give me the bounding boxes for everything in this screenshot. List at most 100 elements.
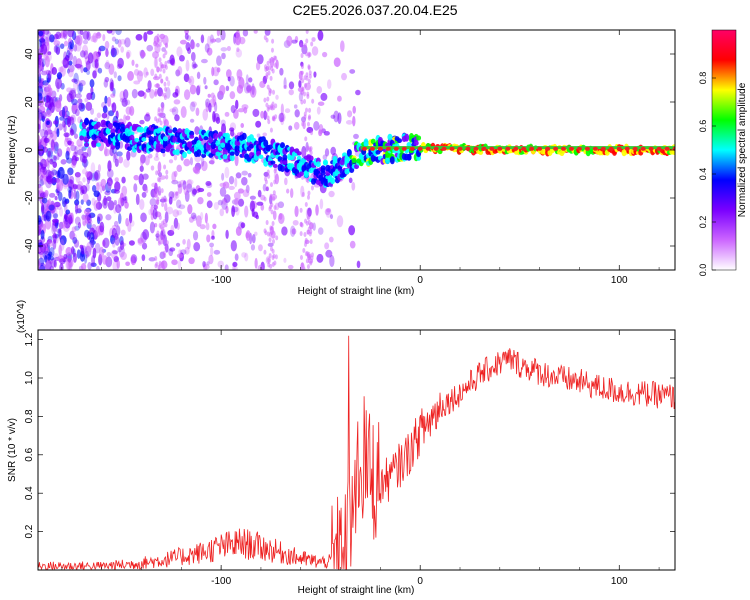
snr-series-line xyxy=(38,335,675,570)
spectrogram-cell xyxy=(196,85,201,96)
spectrogram-cell xyxy=(269,263,273,269)
spectrogram-cell xyxy=(96,142,102,147)
spectrogram-cell xyxy=(220,47,228,52)
spectrogram-cell xyxy=(57,148,63,158)
spectrogram-cell xyxy=(114,38,119,45)
spectrogram-cell xyxy=(189,101,196,112)
spectrogram-cell xyxy=(111,45,115,57)
spectrogram-cell xyxy=(161,47,166,52)
spectrogram-cell xyxy=(50,147,56,152)
spectrogram-cell xyxy=(50,257,56,268)
spectrogram-cell xyxy=(221,172,225,181)
spectrogram-cell xyxy=(206,234,211,243)
spectrogram-cell xyxy=(54,195,58,201)
spectrogram-cell xyxy=(38,70,41,77)
spectrogram-cell xyxy=(68,60,73,66)
spectrogram-cell xyxy=(61,106,66,118)
spectrogram-cell xyxy=(117,57,124,69)
spectrogram-cell xyxy=(178,249,182,255)
spectrogram-cell xyxy=(104,190,111,196)
spectrogram-cell xyxy=(303,82,307,88)
spectrogram-cell xyxy=(141,254,146,262)
spectrogram-cell xyxy=(139,165,144,173)
spectrogram-cell xyxy=(175,191,179,196)
spectrogram-cell xyxy=(545,146,551,151)
spectrogram-cell xyxy=(233,266,238,270)
chart-title: C2E5.2026.037.20.04.E25 xyxy=(292,2,458,18)
spectrogram-cell xyxy=(329,214,334,220)
spectrogram-cell xyxy=(251,234,256,244)
spectrogram-cell xyxy=(272,190,276,196)
spectrogram-cell xyxy=(242,30,249,37)
spectrogram-cell xyxy=(83,229,90,238)
spectrogram-cell xyxy=(39,265,46,270)
spectrogram-cell xyxy=(204,85,208,90)
spectrogram-cell xyxy=(39,262,46,270)
spectrogram-cell xyxy=(308,107,312,113)
spectrogram-cell xyxy=(229,91,236,100)
spectrogram-cell xyxy=(208,160,215,165)
spectrogram-cell xyxy=(308,253,312,259)
spectrogram-cell xyxy=(45,210,52,222)
spectrogram-cell xyxy=(47,51,52,56)
spectrogram-cell xyxy=(69,129,75,136)
spectrogram-cell xyxy=(86,92,93,100)
spectrogram-cell xyxy=(242,189,250,198)
spectrogram-cell xyxy=(97,213,103,222)
spectrogram-cell xyxy=(163,252,167,258)
bottom-xtick-label: 0 xyxy=(417,576,423,587)
spectrogram-cell xyxy=(38,58,43,70)
spectrogram-cell xyxy=(156,33,160,39)
spectrogram-cell xyxy=(299,171,305,177)
spectrogram-cell xyxy=(70,144,76,152)
spectrogram-cell xyxy=(159,66,163,72)
spectrogram-cell xyxy=(147,80,152,91)
spectrogram-cell xyxy=(406,153,412,161)
spectrogram-cell xyxy=(256,54,264,65)
spectrogram-cell xyxy=(175,88,179,96)
spectrogram-cell xyxy=(74,133,79,139)
spectrogram-cell xyxy=(106,96,112,107)
spectrogram-cell xyxy=(41,70,48,76)
spectrogram-cell xyxy=(177,66,183,76)
spectrogram-cell xyxy=(167,229,175,237)
spectrogram-cell xyxy=(78,102,83,111)
spectrogram-cell xyxy=(135,33,143,41)
spectrogram-cell xyxy=(212,223,217,230)
spectrogram-cell xyxy=(66,258,72,270)
spectrogram-cell xyxy=(110,93,116,98)
spectrogram-cell xyxy=(225,205,229,214)
spectrogram-cell xyxy=(44,55,50,68)
spectrogram-cell xyxy=(107,200,115,211)
spectrogram-cell xyxy=(537,146,543,151)
spectrogram-cell xyxy=(608,146,614,151)
spectrogram-cell xyxy=(164,197,168,203)
spectrogram-cell xyxy=(154,193,158,199)
spectrogram-cell xyxy=(273,62,277,68)
spectrogram-cell xyxy=(425,146,431,151)
spectrogram-cell xyxy=(128,212,133,224)
spectrogram-cell xyxy=(250,244,256,251)
spectrogram-cell xyxy=(74,199,80,206)
top-xtick-label: 0 xyxy=(417,275,423,286)
spectrogram-cell xyxy=(91,184,97,193)
spectrogram-cell xyxy=(154,182,158,188)
spectrogram-cell xyxy=(38,58,41,66)
spectrogram-cell xyxy=(51,90,57,99)
spectrogram-cell xyxy=(213,132,219,140)
spectrogram-cell xyxy=(210,38,217,43)
spectrogram-cell xyxy=(272,196,276,202)
spectrogram-cell xyxy=(245,230,251,242)
spectrogram-cell xyxy=(107,160,112,172)
spectrogram-cell xyxy=(270,47,274,53)
spectrogram-cell xyxy=(119,240,125,251)
spectrogram-cell xyxy=(305,38,309,44)
spectrogram-cell xyxy=(324,208,331,216)
spectrogram-cell xyxy=(184,190,190,203)
spectrogram-cell xyxy=(288,81,295,90)
spectrogram-cell xyxy=(156,83,160,89)
spectrogram-cell xyxy=(189,118,195,123)
spectrogram-cell xyxy=(48,204,55,211)
spectrogram-cell xyxy=(240,123,245,129)
spectrogram-cell xyxy=(497,146,503,151)
